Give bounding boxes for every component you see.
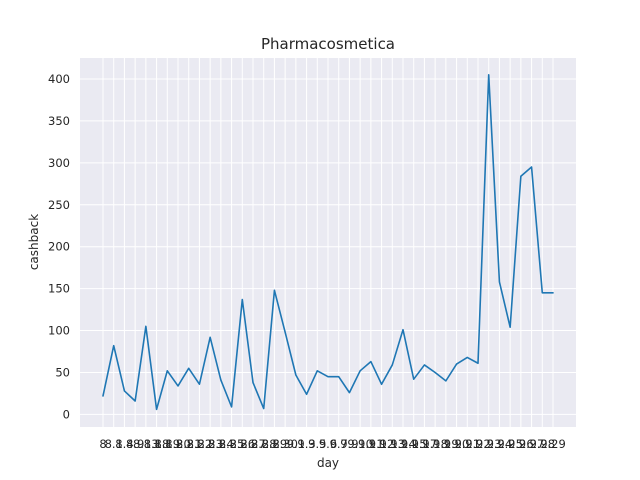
x-tick-label: 9.18 bbox=[422, 437, 448, 451]
y-tick-label: 100 bbox=[48, 324, 70, 338]
x-tick-label: 8.9 bbox=[126, 437, 144, 451]
x-tick-label: 8 bbox=[99, 437, 106, 451]
y-tick-label: 400 bbox=[48, 72, 70, 86]
y-tick-label: 50 bbox=[55, 365, 70, 379]
x-tick-label: 9.15 bbox=[401, 437, 427, 451]
x-tick-label: 9.6 bbox=[319, 437, 337, 451]
x-tick-label: 9.22 bbox=[465, 437, 491, 451]
x-tick-label: 8.29 bbox=[262, 437, 288, 451]
x-tick-label: 9.23 bbox=[476, 437, 502, 451]
x-tick-label: 9.12 bbox=[369, 437, 395, 451]
x-tick-label: 8.23 bbox=[197, 437, 223, 451]
x-tick-label: 9.7 bbox=[330, 437, 348, 451]
x-tick-label: 8.27 bbox=[240, 437, 266, 451]
x-tick-label: 8.24 bbox=[208, 437, 234, 451]
y-tick-label: 300 bbox=[48, 156, 70, 170]
x-tick-label: 9.26 bbox=[508, 437, 534, 451]
y-axis-label: cashback bbox=[27, 214, 41, 270]
x-gridlines bbox=[102, 58, 554, 427]
y-tick-label: 150 bbox=[48, 282, 70, 296]
x-tick-label: 9.17 bbox=[412, 437, 438, 451]
x-tick-label: 8.25 bbox=[219, 437, 245, 451]
x-tick-label: 8.19 bbox=[154, 437, 180, 451]
x-tick-label: 9.27 bbox=[519, 437, 545, 451]
x-tick-label: 8.26 bbox=[229, 437, 255, 451]
x-tick-label: 9.10 bbox=[347, 437, 373, 451]
x-tick-label: 9.20 bbox=[444, 437, 470, 451]
x-tick-labels: 88.18.48.98.138.188.198.208.218.228.238.… bbox=[99, 437, 565, 451]
x-tick-label: 9.21 bbox=[454, 437, 480, 451]
x-tick-label: 8.30 bbox=[272, 437, 298, 451]
x-tick-label: 8.4 bbox=[115, 437, 133, 451]
y-tick-label: 0 bbox=[63, 407, 70, 421]
x-tick-label: 9.1 bbox=[287, 437, 305, 451]
x-tick-label: 9.3 bbox=[297, 437, 315, 451]
x-tick-label: 8.22 bbox=[187, 437, 213, 451]
x-tick-label: 9.14 bbox=[390, 437, 416, 451]
chart-title: Pharmacosmetica bbox=[261, 35, 395, 53]
x-tick-label: 8.28 bbox=[251, 437, 277, 451]
x-tick-label: 8.1 bbox=[105, 437, 123, 451]
x-tick-label: 9.24 bbox=[487, 437, 513, 451]
x-tick-label: 9.9 bbox=[340, 437, 358, 451]
x-tick-label: 9.29 bbox=[540, 437, 566, 451]
x-tick-label: 9.5 bbox=[308, 437, 326, 451]
x-tick-label: 8.20 bbox=[165, 437, 191, 451]
y-tick-label: 350 bbox=[48, 114, 70, 128]
x-tick-label: 9.13 bbox=[379, 437, 405, 451]
x-tick-label: 8.21 bbox=[176, 437, 202, 451]
x-tick-label: 9.28 bbox=[529, 437, 555, 451]
x-tick-label: 8.13 bbox=[133, 437, 159, 451]
y-tick-label: 250 bbox=[48, 198, 70, 212]
x-tick-label: 8.18 bbox=[144, 437, 170, 451]
y-gridlines bbox=[80, 78, 576, 415]
x-tick-label: 9.11 bbox=[358, 437, 384, 451]
x-axis-label: day bbox=[317, 456, 339, 470]
y-tick-labels: 0 50 100 150 200 250 300 350 400 bbox=[48, 72, 70, 421]
series-line bbox=[102, 73, 554, 411]
x-tick-label: 9.19 bbox=[433, 437, 459, 451]
x-tick-label: 9.25 bbox=[497, 437, 523, 451]
y-tick-label: 200 bbox=[48, 240, 70, 254]
